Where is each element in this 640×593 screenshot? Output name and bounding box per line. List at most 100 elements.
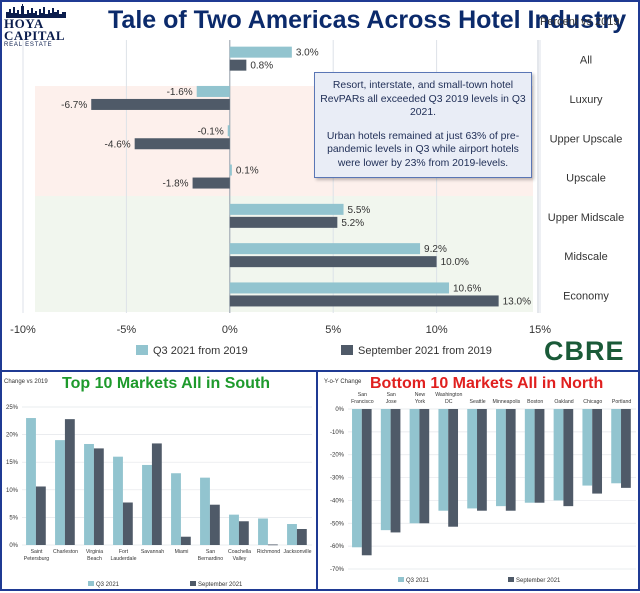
category-label-seattle: Seattle [470, 399, 486, 405]
category-label-upper-midscale: Upper Midscale [548, 212, 624, 224]
category-label-minneapolis: Minneapolis [493, 399, 521, 405]
bar-upper-upscale-sep [134, 138, 230, 150]
bar-economy-q3 [229, 282, 450, 294]
category-label-upscale: Upscale [566, 173, 606, 185]
bar-portland-q3 [611, 409, 622, 484]
bottom10-legend-sep-label: September 2021 [516, 578, 561, 584]
y-tick-label: -20% [330, 453, 345, 459]
bottom10-axis-caption: Y-o-Y Change [324, 379, 362, 385]
x-tick-label: -10% [10, 324, 36, 336]
category-label-san-francisco: San [358, 392, 367, 398]
bar-upscale-q3 [229, 164, 232, 176]
category-label-upper-upscale: Upper Upscale [550, 133, 623, 145]
y-tick-label: -30% [330, 476, 345, 482]
bar-richmond-sep [267, 544, 278, 546]
data-label-economy-sep: 13.0% [503, 296, 531, 307]
data-label-upscale-sep: -1.8% [162, 179, 188, 190]
category-label-midscale: Midscale [564, 251, 607, 263]
bar-charleston-sep [64, 419, 75, 545]
callout-text-1: Resort, interstate, and small-town hotel… [320, 80, 526, 118]
bottom10-legend-q3-label: Q3 2021 [406, 578, 430, 584]
bar-upscale-sep [192, 177, 230, 189]
bottom10-panel: Y-o-Y Change Bottom 10 Markets All in No… [318, 370, 640, 591]
bar-saint-petersburg-q3 [26, 418, 36, 545]
category-label-san-bernardino: Bernardino [198, 556, 223, 562]
category-label-miami: Miami [175, 549, 189, 555]
category-label-jacksonville: Jacksonville [284, 549, 312, 555]
legend-swatch-sep [341, 345, 353, 355]
bar-upper-upscale-q3 [227, 125, 230, 137]
bar-washington-dc-q3 [438, 409, 449, 511]
category-label-oakland: Oakland [554, 399, 573, 405]
category-label-portland: Portland [612, 399, 631, 405]
bar-new-york-q3 [409, 409, 420, 524]
category-label-coachella-valley: Valley [233, 556, 247, 562]
category-label-fort-lauderdale: Fort [119, 549, 129, 555]
category-label-boston: Boston [527, 399, 543, 405]
category-label-san-jose: San [387, 392, 396, 398]
y-tick-label: 20% [6, 433, 19, 439]
page-title: Tale of Two Americas Across Hotel Indust… [108, 6, 627, 34]
bar-miami-sep [180, 536, 191, 545]
bar-boston-q3 [524, 409, 535, 503]
legend-item-sep: September 2021 from 2019 [341, 345, 492, 357]
bar-midscale-sep [229, 256, 437, 268]
bottom10-legend-q3: Q3 2021 [398, 577, 429, 584]
bar-miami-q3 [171, 473, 181, 545]
data-label-midscale-q3: 9.2% [424, 244, 447, 255]
category-label-fort-lauderdale: Lauderdale [111, 556, 137, 562]
legend-swatch-q3 [136, 345, 148, 355]
cbre-logo: CBRE [544, 336, 625, 366]
y-tick-label: 10% [6, 488, 19, 494]
data-label-midscale-sep: 10.0% [441, 257, 469, 268]
y-tick-label: 15% [6, 460, 19, 466]
bar-san-jose-q3 [380, 409, 391, 531]
y-tick-label: -40% [330, 498, 345, 504]
top10-legend-q3: Q3 2021 [88, 581, 119, 588]
bar-all-sep [229, 59, 247, 71]
bar-coachella-valley-q3 [229, 514, 239, 545]
category-label-virginia-beach: Beach [87, 556, 102, 562]
bar-virginia-beach-q3 [84, 443, 94, 545]
category-label-economy: Economy [563, 290, 609, 302]
bar-economy-sep [229, 295, 499, 307]
category-label-saint-petersburg: Petersburg [24, 556, 49, 562]
bar-san-francisco-sep [361, 409, 372, 556]
category-label-virginia-beach: Virginia [86, 549, 103, 555]
bar-upper-midscale-sep [229, 216, 338, 228]
x-tick-label: 5% [325, 324, 341, 336]
bar-virginia-beach-sep [93, 448, 104, 545]
y-tick-label: 0% [335, 407, 344, 413]
main-chart-panel: HOYA CAPITAL REAL ESTATE Tale of Two Ame… [4, 4, 627, 366]
category-label-charleston: Charleston [53, 549, 78, 555]
bar-midscale-q3 [229, 243, 421, 255]
bar-san-francisco-q3 [352, 409, 362, 548]
data-label-upper-midscale-q3: 5.5% [348, 205, 371, 216]
category-label-washington-dc: Washington [435, 392, 462, 398]
hoya-capital-logo: HOYA CAPITAL REAL ESTATE [4, 4, 68, 48]
category-label-new-york: York [415, 399, 426, 405]
bar-new-york-sep [419, 409, 430, 524]
category-label-savannah: Savannah [141, 549, 164, 555]
bar-jacksonville-sep [296, 528, 307, 545]
bottom10-legend-sep: September 2021 [508, 577, 560, 584]
data-label-upper-upscale-q3: -0.1% [198, 126, 224, 137]
bar-minneapolis-sep [505, 409, 516, 511]
data-label-upper-midscale-sep: 5.2% [341, 218, 364, 229]
x-tick-label: 10% [426, 324, 448, 336]
legend-label-sep: September 2021 from 2019 [358, 345, 492, 357]
category-label-washington-dc: DC [445, 399, 453, 405]
y-tick-label: -50% [330, 521, 345, 527]
bar-savannah-q3 [142, 464, 152, 545]
data-label-luxury-sep: -6.7% [61, 100, 87, 111]
bar-oakland-sep [563, 409, 574, 507]
logo-name: HOYA CAPITAL [4, 16, 66, 43]
legend-label-q3: Q3 2021 from 2019 [153, 345, 248, 357]
bar-savannah-sep [151, 443, 162, 545]
category-label-san-bernardino: San [206, 549, 215, 555]
top10-title: Top 10 Markets All in South [62, 375, 271, 392]
category-label-saint-petersburg: Saint [31, 549, 43, 555]
bar-seattle-sep [477, 409, 487, 511]
